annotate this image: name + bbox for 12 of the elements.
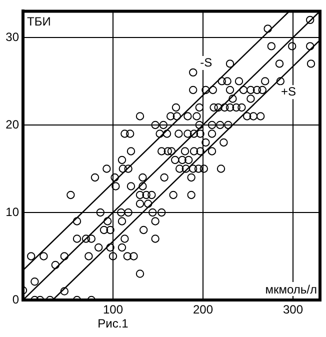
y-tick-label: 30 xyxy=(6,30,20,44)
x-tick-label: 300 xyxy=(282,302,304,317)
series-label: -S xyxy=(200,55,212,70)
y-tick-label: 0 xyxy=(12,292,20,306)
y-tick-label: 20 xyxy=(6,117,20,132)
text: Рис.1 xyxy=(98,316,129,330)
y-axis-title: ТБИ xyxy=(27,14,51,29)
x-tick-label: 200 xyxy=(192,302,214,317)
y-tick-label: 10 xyxy=(6,204,20,219)
x-axis-title: мкмоль/л xyxy=(265,282,317,296)
series-label: +S xyxy=(281,84,296,98)
x-tick-label: 100 xyxy=(102,302,124,317)
